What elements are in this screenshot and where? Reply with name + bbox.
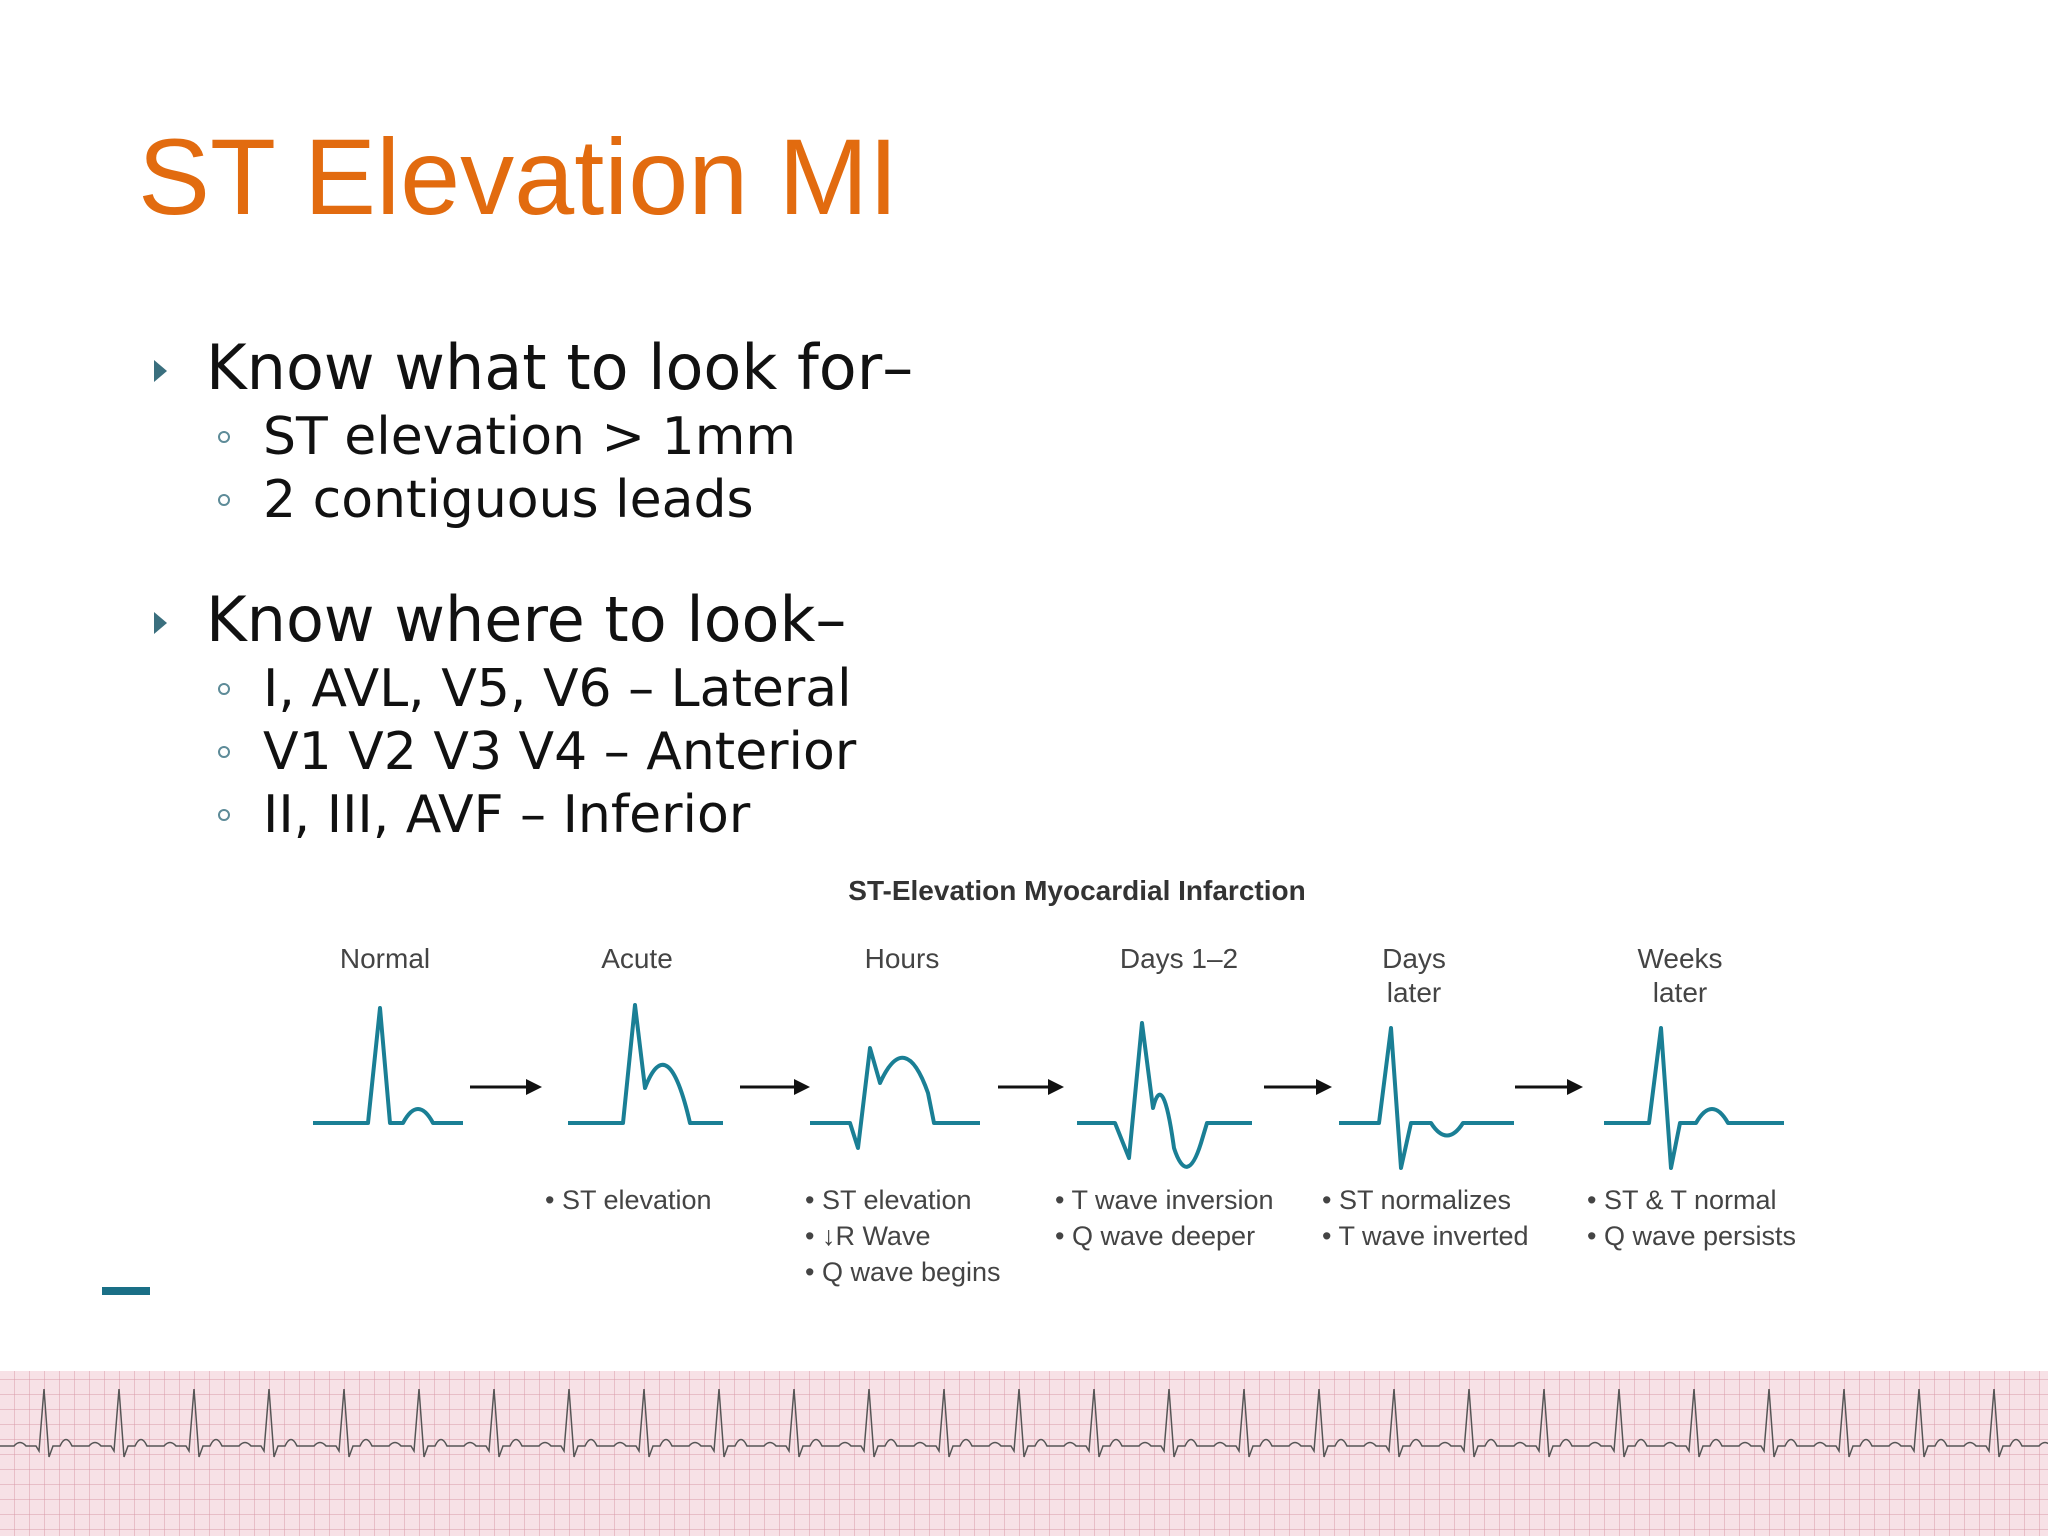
stage-note: • Q wave deeper (1055, 1221, 1255, 1251)
wave (313, 1006, 463, 1125)
stage-note: • ST elevation (805, 1185, 972, 1215)
bullet-list: Know what to look for– ST elevation > 1mm… (150, 330, 913, 847)
arrow (740, 1079, 810, 1095)
ecg-waves (313, 1003, 1784, 1170)
sub-bullet: ST elevation > 1mm (150, 406, 913, 469)
stage-label: later (1387, 977, 1441, 1008)
decoration (102, 1287, 150, 1295)
wave (810, 1046, 980, 1150)
figure-title: ST-Elevation Myocardial Infarction (848, 875, 1305, 906)
wave (1339, 1026, 1514, 1170)
arrow (1515, 1079, 1583, 1095)
arrow (998, 1079, 1064, 1095)
stage-note: • Q wave persists (1587, 1221, 1796, 1251)
wave (1077, 1021, 1252, 1169)
stage-label: Days (1382, 943, 1446, 974)
stage-note: • Q wave begins (805, 1257, 1001, 1287)
sub-bullet: II, III, AVF – Inferior (150, 784, 913, 847)
slide-title: ST Elevation MI (138, 116, 899, 237)
stage-note: • T wave inverted (1322, 1221, 1529, 1251)
stage-note: • T wave inversion (1055, 1185, 1274, 1215)
bullet-group: Know what to look for– ST elevation > 1mm… (150, 330, 913, 532)
stage-note: • ST normalizes (1322, 1185, 1511, 1215)
stage-note: • ST elevation (545, 1185, 712, 1215)
arrows (470, 1079, 1583, 1095)
wave (568, 1003, 723, 1125)
stage-note: • ST & T normal (1587, 1185, 1777, 1215)
sub-bullet: I, AVL, V5, V6 – Lateral (150, 658, 913, 721)
bullet-group: Know where to look– I, AVL, V5, V6 – Late… (150, 582, 913, 847)
stage-label: Normal (340, 943, 430, 974)
ecg-trace (0, 1371, 2048, 1536)
stage-note: • ↓R Wave (805, 1221, 930, 1251)
sub-bullet: V1 V2 V3 V4 – Anterior (150, 721, 913, 784)
stage-label: Weeks (1637, 943, 1722, 974)
bullet: Know where to look– (150, 582, 913, 658)
stage-label: Hours (865, 943, 940, 974)
stage-label: Days 1–2 (1120, 943, 1238, 974)
sub-bullet: 2 contiguous leads (150, 469, 913, 532)
arrow (470, 1079, 542, 1095)
stage-label: Acute (601, 943, 673, 974)
arrow (1264, 1079, 1332, 1095)
wave (1604, 1026, 1784, 1170)
bullet: Know what to look for– (150, 330, 913, 406)
stage-label: later (1653, 977, 1707, 1008)
